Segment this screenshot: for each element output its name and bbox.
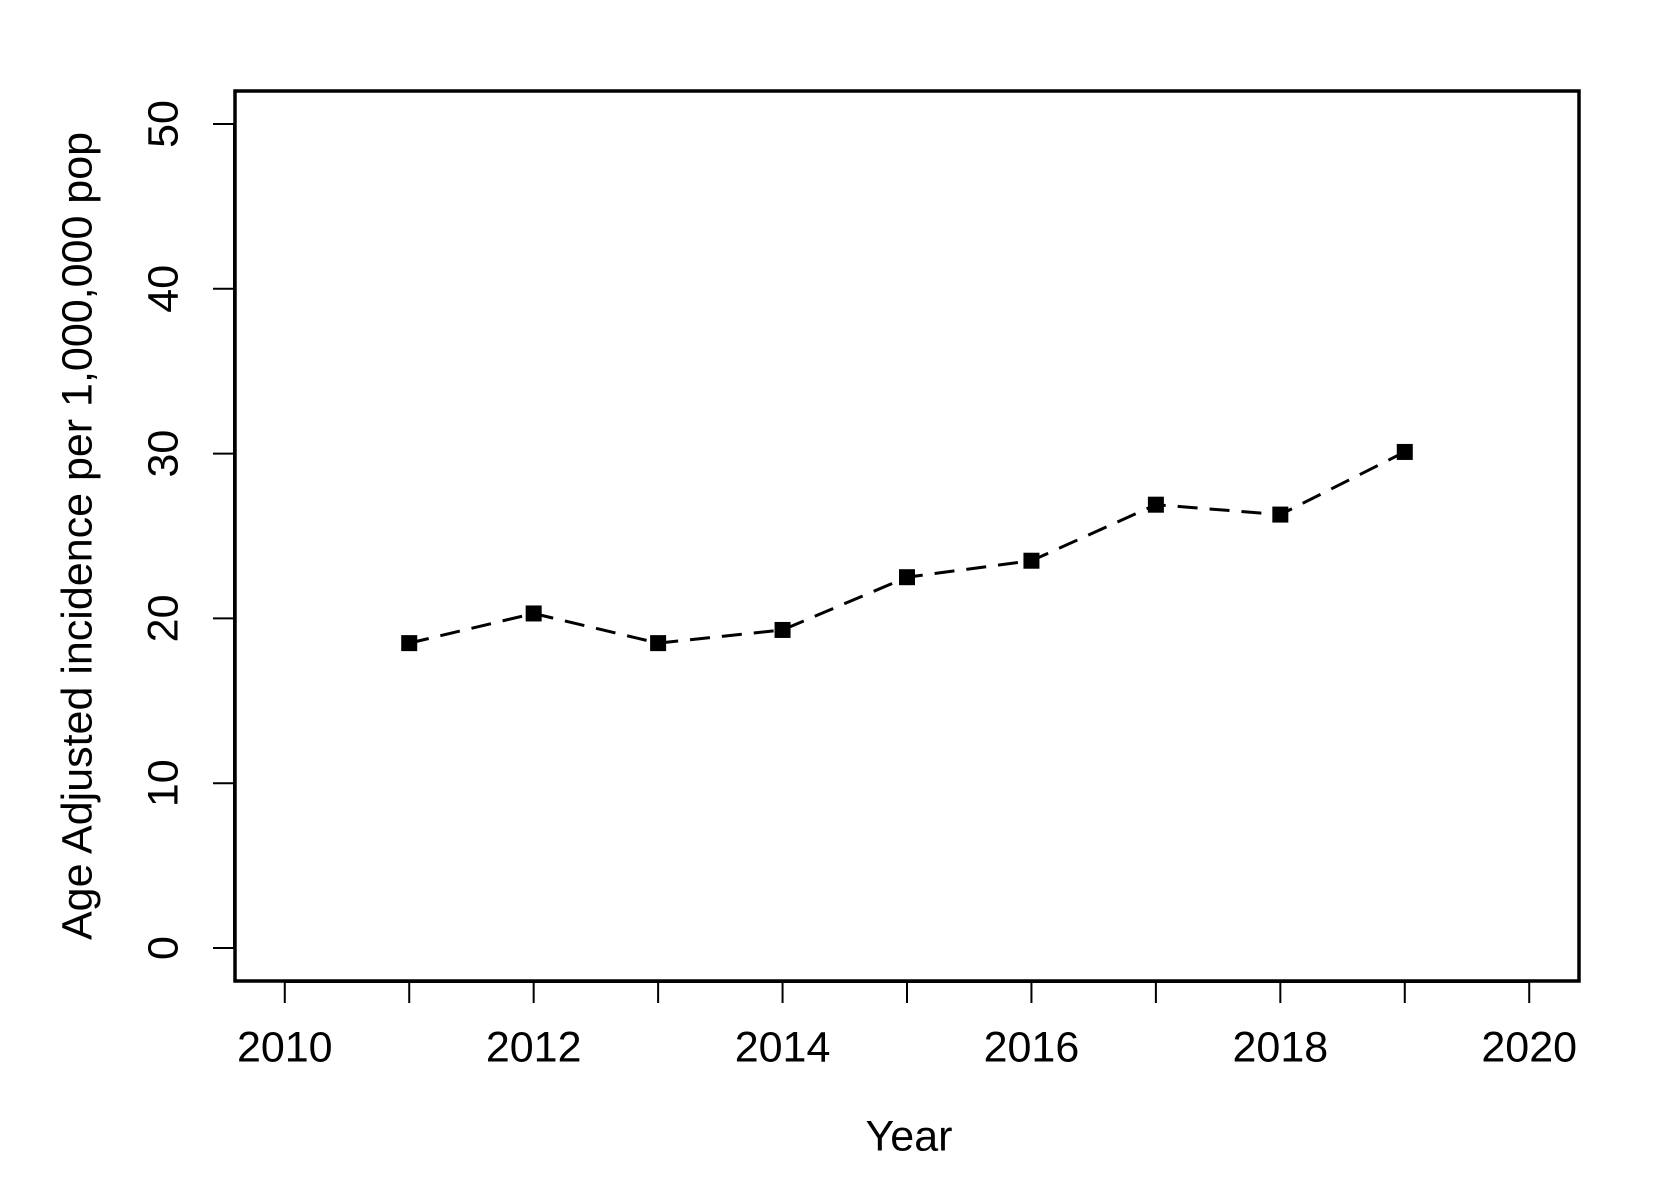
y-tick-label: 30 (139, 430, 187, 478)
data-point (650, 635, 667, 652)
y-tick-label: 50 (139, 100, 187, 148)
data-point (401, 635, 418, 652)
x-tick-label: 2016 (984, 1023, 1080, 1071)
y-tick-label: 10 (139, 759, 187, 807)
x-tick-label: 2018 (1232, 1023, 1328, 1071)
y-axis-title: Age Adjusted incidence per 1,000,000 pop (53, 132, 101, 940)
plot-frame (233, 89, 1581, 983)
data-point (774, 621, 791, 638)
data-point (1272, 506, 1289, 523)
data-point (1396, 443, 1413, 460)
data-line (408, 450, 1406, 645)
x-axis-title: Year (866, 1112, 953, 1160)
x-tick-label: 2020 (1481, 1023, 1577, 1071)
data-point (899, 569, 915, 586)
data-point (1023, 552, 1040, 569)
x-tick-label: 2012 (486, 1023, 582, 1071)
data-point (1147, 496, 1164, 513)
y-tick-label: 20 (139, 594, 187, 642)
y-tick-label: 40 (139, 265, 187, 313)
x-tick-label: 2010 (237, 1023, 333, 1071)
x-tick-label: 2014 (735, 1023, 831, 1071)
y-tick-label: 0 (139, 936, 187, 960)
data-point (525, 605, 542, 622)
